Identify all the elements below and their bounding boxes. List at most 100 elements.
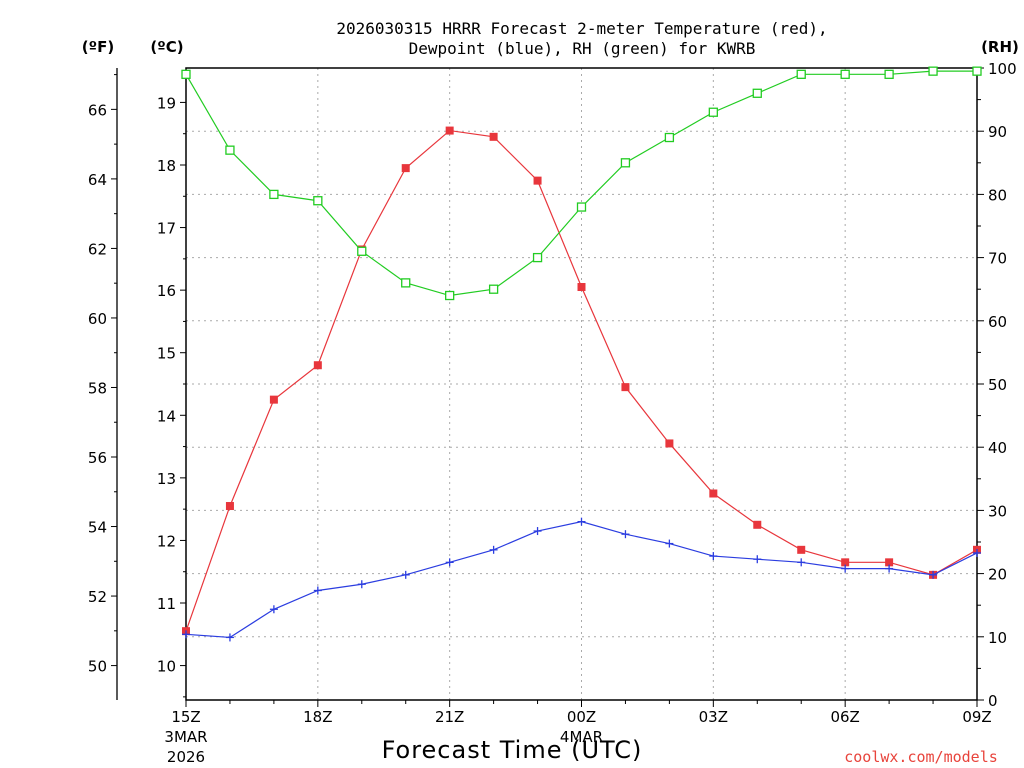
chart-title-line2: Dewpoint (blue), RH (green) for KWRB bbox=[409, 39, 756, 58]
temperature-point bbox=[401, 164, 410, 173]
rh-tick-label: 50 bbox=[988, 376, 1007, 394]
rh-point bbox=[532, 252, 543, 263]
celsius-tick-label: 16 bbox=[157, 282, 176, 300]
temperature-point bbox=[445, 126, 454, 135]
dewpoint-point bbox=[665, 539, 674, 548]
dewpoint-point bbox=[929, 570, 938, 579]
dewpoint-point bbox=[753, 555, 762, 564]
rh-tick-label: 40 bbox=[988, 439, 1007, 457]
celsius-tick-label: 18 bbox=[157, 157, 176, 175]
credit-link[interactable]: coolwx.com/models bbox=[844, 748, 998, 766]
rh-point bbox=[181, 69, 191, 79]
rh-point bbox=[445, 290, 455, 301]
fahrenheit-tick-label: 54 bbox=[88, 519, 107, 537]
temperature-point bbox=[665, 439, 674, 448]
x-tick-date-label: 3MAR bbox=[164, 728, 207, 746]
fahrenheit-tick-label: 56 bbox=[88, 449, 107, 467]
plot-frame bbox=[185, 67, 978, 701]
rh-point bbox=[840, 69, 850, 79]
dewpoint-point bbox=[621, 530, 630, 539]
rh-point bbox=[357, 246, 367, 256]
dewpoint-point bbox=[313, 586, 322, 595]
temperature-point bbox=[841, 558, 850, 567]
fahrenheit-tick-label: 58 bbox=[88, 379, 107, 397]
rh-tick-label: 100 bbox=[988, 60, 1017, 78]
x-tick-year-label: 2026 bbox=[167, 748, 205, 766]
celsius-tick-label: 14 bbox=[157, 407, 176, 425]
rh-tick-label: 10 bbox=[988, 629, 1007, 647]
fahrenheit-tick-label: 50 bbox=[88, 658, 107, 676]
rh-axis-label: (RH) bbox=[981, 38, 1019, 56]
grid-lines bbox=[186, 68, 977, 700]
temperature-point bbox=[577, 283, 586, 292]
rh-point bbox=[884, 69, 894, 79]
fahrenheit-tick-label: 52 bbox=[88, 588, 107, 606]
dewpoint-point bbox=[225, 633, 234, 642]
rh-tick-label: 60 bbox=[988, 313, 1007, 331]
fahrenheit-tick-label: 62 bbox=[88, 240, 107, 258]
dewpoint-point bbox=[445, 558, 454, 567]
dewpoint-point bbox=[797, 558, 806, 567]
temperature-point bbox=[753, 520, 762, 529]
rh-point bbox=[928, 66, 938, 76]
rh-tick-label: 70 bbox=[988, 250, 1007, 268]
celsius-tick-label: 19 bbox=[157, 94, 176, 112]
temperature-point bbox=[313, 361, 322, 370]
celsius-tick-label: 17 bbox=[157, 220, 176, 238]
rh-tick-label: 90 bbox=[988, 123, 1007, 141]
data-series bbox=[181, 66, 982, 642]
rh-tick-label: 20 bbox=[988, 566, 1007, 584]
x-tick-label: 06Z bbox=[830, 708, 859, 726]
fahrenheit-tick-label: 64 bbox=[88, 171, 107, 189]
dewpoint-point bbox=[489, 545, 498, 554]
celsius-tick-label: 11 bbox=[157, 595, 176, 613]
rh-point bbox=[972, 66, 982, 76]
rh-tick-label: 0 bbox=[988, 692, 998, 710]
rh-tick-label: 80 bbox=[988, 186, 1007, 204]
temperature-point bbox=[885, 558, 894, 567]
temperature-point bbox=[621, 383, 630, 392]
rh-point bbox=[664, 132, 675, 143]
rh-point bbox=[401, 278, 411, 288]
x-tick-label: 03Z bbox=[699, 708, 728, 726]
rh-tick-label: 30 bbox=[988, 502, 1007, 520]
temperature-point bbox=[797, 545, 806, 554]
dewpoint-point bbox=[269, 605, 278, 614]
rh-point bbox=[576, 202, 587, 212]
rh-point bbox=[488, 284, 499, 294]
temperature-point bbox=[269, 395, 278, 404]
dewpoint-point bbox=[401, 570, 410, 579]
x-tick-date-label: 4MAR bbox=[560, 728, 603, 746]
celsius-axis-label: (ºC) bbox=[150, 38, 183, 56]
celsius-tick-label: 15 bbox=[157, 345, 176, 363]
rh-point bbox=[620, 158, 631, 168]
dewpoint-point bbox=[577, 517, 586, 526]
celsius-tick-label: 12 bbox=[157, 532, 176, 550]
x-tick-label: 00Z bbox=[567, 708, 596, 726]
dewpoint-point bbox=[182, 630, 190, 639]
celsius-tick-label: 13 bbox=[157, 470, 176, 488]
rh-point bbox=[752, 88, 762, 98]
temperature-point bbox=[709, 489, 718, 498]
x-tick-label: 09Z bbox=[962, 708, 991, 726]
dewpoint-point bbox=[709, 552, 718, 561]
fahrenheit-tick-label: 60 bbox=[88, 310, 107, 328]
x-tick-label: 18Z bbox=[303, 708, 332, 726]
rh-point bbox=[269, 189, 279, 200]
fahrenheit-axis-label: (ºF) bbox=[82, 38, 114, 56]
temperature-point bbox=[225, 502, 234, 511]
temperature-point bbox=[489, 132, 498, 141]
x-tick-label: 21Z bbox=[435, 708, 464, 726]
celsius-tick-label: 10 bbox=[157, 658, 176, 676]
dewpoint-point bbox=[973, 548, 981, 557]
rh-point bbox=[225, 145, 235, 155]
rh-point bbox=[796, 69, 806, 79]
x-axis-title: Forecast Time (UTC) bbox=[382, 736, 643, 764]
dewpoint-point bbox=[841, 564, 850, 573]
dewpoint-point bbox=[357, 580, 366, 589]
x-tick-label: 15Z bbox=[171, 708, 200, 726]
rh-point bbox=[708, 107, 718, 117]
fahrenheit-tick-label: 66 bbox=[88, 101, 107, 119]
